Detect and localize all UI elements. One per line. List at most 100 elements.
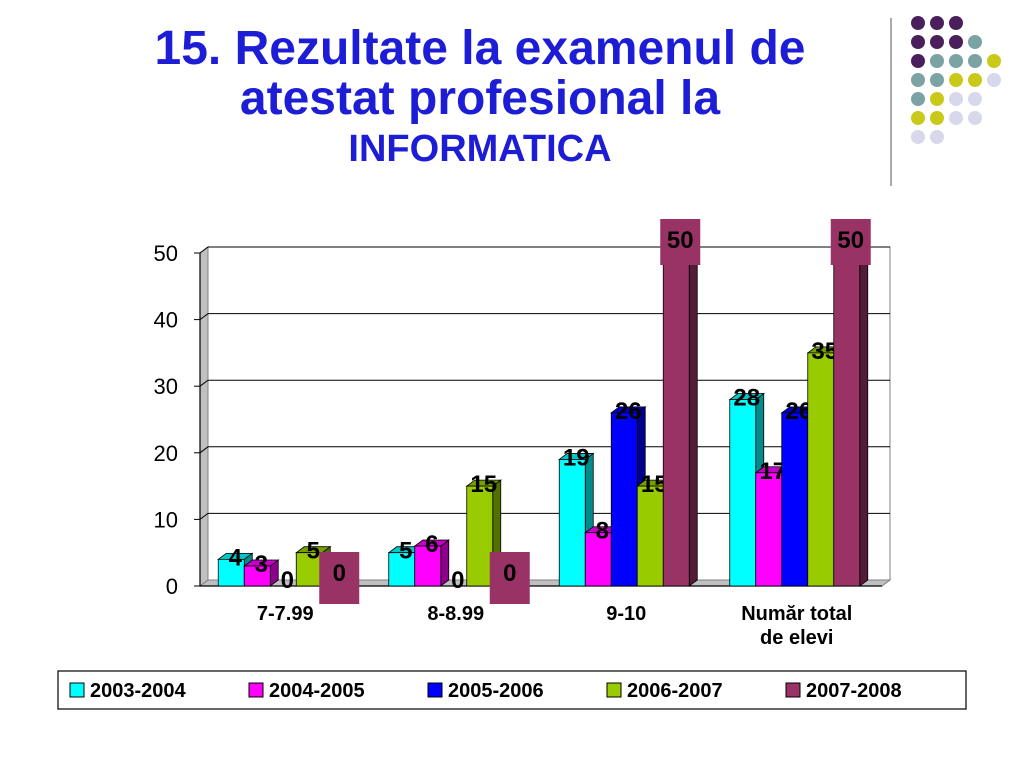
decor-dot — [911, 73, 925, 87]
decor-dot — [949, 54, 963, 68]
bar-front — [833, 252, 861, 587]
bar-front — [636, 485, 664, 587]
data-label-box — [830, 219, 871, 265]
data-label: 50 — [837, 227, 864, 254]
data-label: 5 — [307, 538, 320, 565]
legend-swatch — [785, 682, 801, 698]
bar-front — [388, 552, 416, 587]
gridline — [199, 446, 890, 454]
decor-dot-grid — [911, 16, 1001, 144]
decor-dot — [968, 92, 982, 106]
legend-swatch — [248, 682, 264, 698]
y-tick-label: 50 — [154, 241, 178, 266]
legend-label: 2004-2005 — [269, 680, 365, 702]
legend-label: 2003-2004 — [90, 680, 187, 702]
gridline — [199, 313, 890, 321]
y-tick-label: 40 — [154, 308, 178, 333]
bar-front — [414, 545, 442, 587]
legend-swatch — [427, 682, 443, 698]
decor-divider-line — [890, 18, 892, 186]
decor-dot — [968, 111, 982, 125]
decor-dot — [968, 73, 982, 87]
decor-dot — [911, 130, 925, 144]
decor-dot — [968, 35, 982, 49]
decor-dot — [949, 92, 963, 106]
data-label: 19 — [563, 444, 590, 471]
decor-dot — [949, 73, 963, 87]
bar-front — [584, 532, 612, 587]
bar-front — [662, 252, 690, 587]
x-tick-label: 7-7.99 — [257, 603, 314, 625]
data-label: 0 — [333, 560, 346, 587]
data-label: 6 — [425, 531, 438, 558]
data-label-box — [489, 552, 530, 604]
x-tick-label: Număr total — [741, 603, 852, 625]
data-label: 26 — [615, 398, 642, 425]
decor-dot — [949, 16, 963, 30]
bar-front — [729, 399, 757, 587]
x-tick-label: 8-8.99 — [427, 603, 484, 625]
data-label: 0 — [503, 560, 516, 587]
title-line-3: INFORMATICA — [348, 128, 612, 170]
plot-side-wall — [199, 246, 209, 587]
decor-dot — [949, 35, 963, 49]
decor-dot — [930, 111, 944, 125]
decor-dot — [911, 35, 925, 49]
decor-dot — [911, 111, 925, 125]
bar-side — [859, 246, 869, 587]
data-label: 28 — [733, 385, 760, 412]
title-line-1: 15. Rezultate la examenul de — [154, 22, 806, 75]
data-label: 8 — [596, 518, 609, 545]
data-label: 5 — [399, 538, 412, 565]
decor-dot — [930, 16, 944, 30]
decor-dot — [987, 54, 1001, 68]
bar-front — [217, 558, 245, 587]
y-tick-label: 30 — [154, 374, 178, 399]
data-label-box — [319, 552, 360, 604]
decor-dot — [911, 92, 925, 106]
bar-front — [610, 412, 638, 587]
bar-front — [243, 565, 271, 587]
data-label: 3 — [255, 551, 268, 578]
bar — [243, 559, 280, 587]
bar-front — [807, 352, 835, 587]
title-line-2: atestat profesional la — [239, 72, 721, 125]
decor-dot — [968, 54, 982, 68]
y-tick-label: 10 — [154, 507, 178, 532]
decor-dot — [911, 54, 925, 68]
x-tick-label: 9-10 — [606, 603, 646, 625]
data-label-box — [660, 219, 701, 265]
bar-front — [781, 412, 809, 587]
decor-dot — [911, 16, 925, 30]
bar-front — [558, 459, 586, 587]
gridline — [199, 379, 890, 387]
x-tick-label: de elevi — [760, 627, 833, 649]
bar-side — [440, 539, 450, 587]
decor-dot — [930, 73, 944, 87]
data-label: 50 — [667, 227, 694, 254]
legend-label: 2007-2008 — [806, 680, 902, 702]
decor-dot — [930, 92, 944, 106]
y-tick-label: 20 — [154, 441, 178, 466]
bar-front — [466, 485, 494, 587]
decor-dot — [930, 54, 944, 68]
legend — [57, 670, 967, 710]
legend-label: 2005-2006 — [448, 680, 544, 702]
bar — [413, 539, 450, 587]
legend-swatch — [69, 682, 85, 698]
legend-swatch — [606, 682, 622, 698]
decor-dot — [987, 73, 1001, 87]
bar — [832, 246, 869, 587]
decor-dot — [930, 35, 944, 49]
data-label: 4 — [229, 544, 243, 571]
y-tick-label: 0 — [166, 574, 178, 599]
decor-dot — [930, 130, 944, 144]
data-label: 0 — [281, 567, 294, 594]
bar-front — [295, 552, 323, 587]
bar — [662, 246, 699, 587]
data-label: 15 — [470, 471, 497, 498]
bar-front — [755, 472, 783, 587]
data-label: 0 — [451, 567, 464, 594]
slide-title: 15. Rezultate la examenul de atestat pro… — [60, 24, 900, 172]
